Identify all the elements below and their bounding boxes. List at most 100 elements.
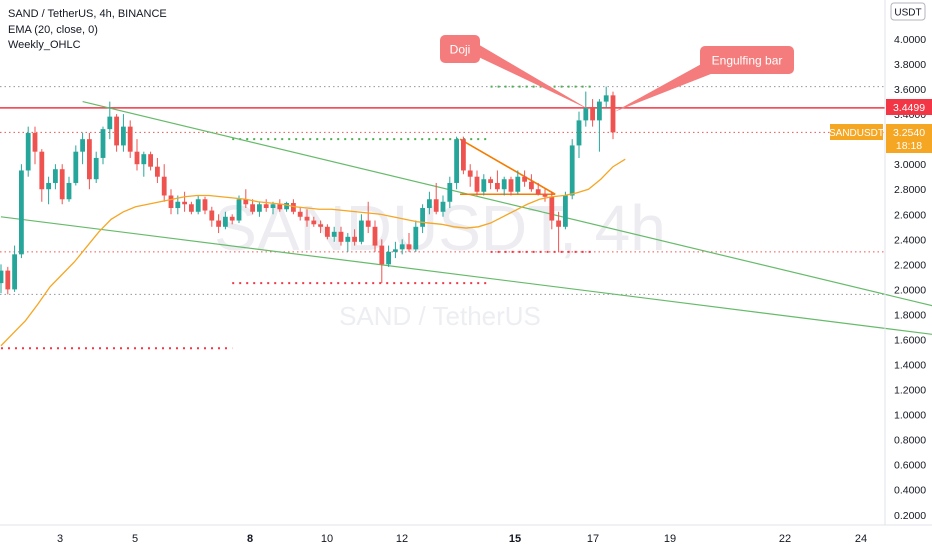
legend-ema[interactable]: EMA (20, close, 0) <box>8 24 98 36</box>
candle[interactable] <box>209 206 215 227</box>
legend-symbol[interactable]: SAND / TetherUS, 4h, BINANCE <box>8 8 167 20</box>
candle[interactable] <box>365 201 371 234</box>
candle[interactable] <box>488 176 493 190</box>
candle[interactable] <box>610 91 616 140</box>
candle[interactable] <box>461 136 466 175</box>
candle[interactable] <box>59 164 65 205</box>
currency-button[interactable]: USDT <box>890 2 926 21</box>
candle[interactable] <box>590 99 595 127</box>
candle[interactable] <box>257 201 262 217</box>
doji-callout[interactable]: Doji <box>440 35 590 110</box>
candle[interactable] <box>325 224 330 240</box>
engulfing-callout[interactable]: Engulfing bar <box>614 46 794 112</box>
candle[interactable] <box>202 196 208 215</box>
candle[interactable] <box>495 170 500 192</box>
candle[interactable] <box>427 191 432 215</box>
candle[interactable] <box>311 216 317 227</box>
candle[interactable] <box>318 220 323 234</box>
candle[interactable] <box>556 211 561 252</box>
candle[interactable] <box>359 214 364 245</box>
candle-body <box>379 245 385 265</box>
candle[interactable] <box>12 245 17 292</box>
candle[interactable] <box>542 189 548 202</box>
candle[interactable] <box>549 191 555 230</box>
candle[interactable] <box>25 126 31 177</box>
candle[interactable] <box>19 164 24 259</box>
candle[interactable] <box>474 170 480 196</box>
candle[interactable] <box>372 220 378 252</box>
candle[interactable] <box>93 151 99 183</box>
candle[interactable] <box>515 170 521 195</box>
candle[interactable] <box>284 201 289 212</box>
candle[interactable] <box>393 241 398 259</box>
candle[interactable] <box>100 126 106 165</box>
candle[interactable] <box>134 139 140 171</box>
candle[interactable] <box>189 201 194 215</box>
candle[interactable] <box>114 114 119 152</box>
candle[interactable] <box>66 176 72 202</box>
candle[interactable] <box>576 111 582 158</box>
candle[interactable] <box>386 245 391 267</box>
candle[interactable] <box>597 99 602 152</box>
candle[interactable] <box>338 226 344 246</box>
candle[interactable] <box>168 189 174 215</box>
candle[interactable] <box>223 211 228 230</box>
candle[interactable] <box>87 132 92 190</box>
candle[interactable] <box>413 220 419 252</box>
candle[interactable] <box>229 214 235 225</box>
candle[interactable] <box>447 176 453 209</box>
price-axis[interactable]: 4.00003.80003.60003.40003.20003.00002.80… <box>894 34 926 522</box>
candle[interactable] <box>236 195 242 224</box>
candle[interactable] <box>304 209 310 227</box>
candle[interactable] <box>127 120 133 158</box>
candle[interactable] <box>522 170 527 187</box>
candle[interactable] <box>80 132 85 165</box>
candle[interactable] <box>182 191 187 212</box>
candle[interactable] <box>535 182 541 196</box>
candle[interactable] <box>155 157 160 183</box>
candle[interactable] <box>148 151 153 171</box>
candle[interactable] <box>399 239 405 255</box>
candle[interactable] <box>39 149 45 202</box>
legend-weekly-ohlc[interactable]: Weekly_OHLC <box>8 39 81 51</box>
candle[interactable] <box>216 214 221 234</box>
candle[interactable] <box>46 176 51 205</box>
candle[interactable] <box>420 204 425 234</box>
time-axis[interactable]: 3 5 8 10 12 15 17 19 22 24 <box>57 533 867 545</box>
candle[interactable] <box>406 233 412 252</box>
candle[interactable] <box>433 182 439 215</box>
candle[interactable] <box>529 174 534 192</box>
candle[interactable] <box>297 206 303 221</box>
price-tick-label: 1.6000 <box>894 334 926 346</box>
candle[interactable] <box>73 145 79 186</box>
candle[interactable] <box>352 229 357 246</box>
candle[interactable] <box>0 264 4 294</box>
candle[interactable] <box>467 164 473 187</box>
candle[interactable] <box>331 226 337 242</box>
candle[interactable] <box>440 195 446 217</box>
candles-layer[interactable] <box>0 86 616 295</box>
candle[interactable] <box>121 114 126 152</box>
candle[interactable] <box>603 86 609 108</box>
candle[interactable] <box>277 199 283 212</box>
candle[interactable] <box>141 151 147 177</box>
candle[interactable] <box>583 91 589 127</box>
candle[interactable] <box>53 164 58 190</box>
candle[interactable] <box>481 174 487 196</box>
candle[interactable] <box>563 191 568 230</box>
candle[interactable] <box>263 199 269 212</box>
candle[interactable] <box>107 101 113 140</box>
candle[interactable] <box>454 136 459 190</box>
candle[interactable] <box>195 195 201 215</box>
candle[interactable] <box>161 164 167 202</box>
candle[interactable] <box>508 176 514 196</box>
candle[interactable] <box>32 126 38 165</box>
candle[interactable] <box>250 199 255 215</box>
candle[interactable] <box>501 176 507 196</box>
candle[interactable] <box>345 233 351 252</box>
candle[interactable] <box>569 139 575 200</box>
candle[interactable] <box>379 239 385 284</box>
candle[interactable] <box>5 266 11 295</box>
